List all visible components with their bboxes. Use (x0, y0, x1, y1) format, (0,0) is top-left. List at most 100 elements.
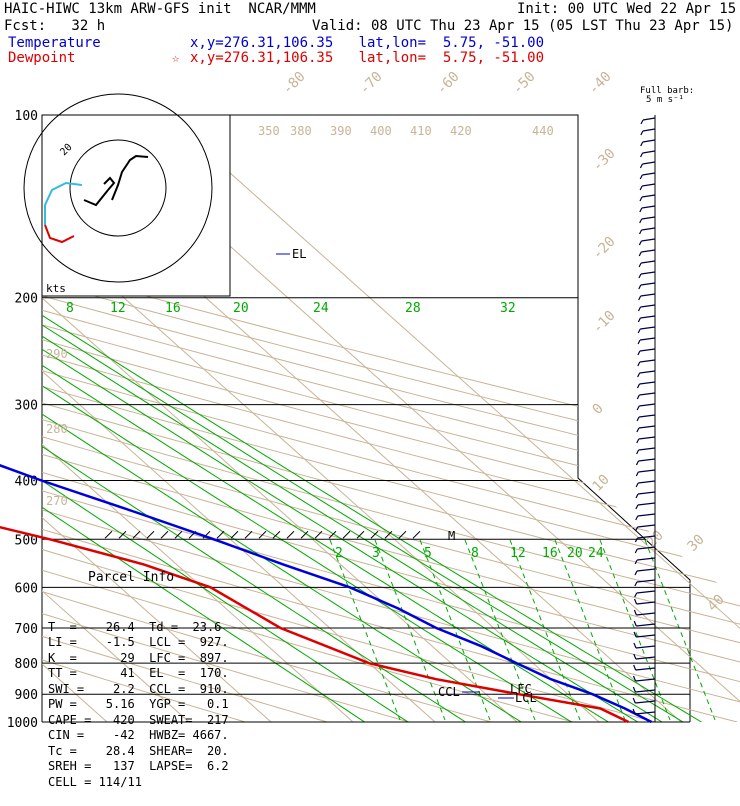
wind-barb (636, 612, 656, 616)
wind-barb (640, 293, 656, 297)
wind-barb-flag (637, 317, 641, 323)
wind-barb-flag (637, 339, 641, 345)
wind-barb (641, 216, 656, 220)
moist-adiabat-line (374, 539, 446, 721)
isotherm-label: 40 (705, 592, 728, 615)
dewpoint-legend-label: Dewpoint (8, 50, 76, 66)
mixing-ratio-label: 2 (335, 546, 343, 561)
wind-barb-flag (634, 570, 638, 576)
wind-barb (642, 183, 656, 187)
parcel-info-row: CELL = 114/11 (48, 774, 142, 789)
hash-mark (258, 530, 267, 539)
wind-barb-flag (635, 460, 639, 466)
parcel-info-row: TT = 41 EL = 170. (48, 666, 229, 680)
wind-barb-flag (638, 273, 642, 279)
wind-barb (639, 381, 656, 385)
hash-mark (314, 530, 323, 539)
dewpoint-profile (0, 525, 630, 724)
pressure-tick-label: 1000 (7, 716, 38, 731)
wind-barb-flag (635, 471, 639, 477)
pressure-tick-label: 700 (15, 622, 38, 637)
pressure-tick-label: 900 (15, 688, 38, 703)
wind-barb-flag (634, 581, 638, 587)
hash-mark (118, 530, 127, 539)
wind-barb (640, 304, 656, 308)
init-time: Init: 00 UTC Wed 22 Apr 15 (517, 1, 737, 17)
dry-adiabat-line (42, 115, 410, 722)
hash-mark (244, 530, 253, 539)
wind-barb-flag (640, 119, 644, 125)
wind-barb (642, 172, 656, 176)
wind-barb-flag (636, 427, 640, 433)
wind-barb (641, 249, 656, 253)
wind-barb-flag (632, 697, 636, 704)
hodograph-trace-cyan (44, 181, 83, 225)
isotherm-line (42, 115, 354, 722)
isotherm-line (42, 115, 518, 722)
wind-barb (636, 590, 656, 594)
mixing-ratio-label: 12 (510, 546, 526, 561)
hash-mark (132, 530, 141, 539)
theta-label: 350 (258, 124, 280, 138)
isotherm-label: 0 (590, 401, 607, 418)
hodograph-trace-black (111, 154, 149, 201)
wind-barb-flag (637, 350, 641, 356)
pressure-tick-label: 100 (15, 109, 38, 124)
wind-barb-flag (633, 664, 637, 671)
star-icon: ☆ (172, 51, 180, 65)
wind-barb-flag (632, 686, 636, 693)
wind-barb (637, 513, 656, 517)
wind-barb-flag (639, 207, 643, 213)
pressure-tick-label: 600 (15, 581, 38, 596)
wind-barb (642, 139, 656, 143)
wind-barb (638, 436, 656, 440)
theta-label: 290 (46, 347, 68, 361)
wind-barb-flag (638, 229, 643, 235)
wind-barb (635, 678, 656, 682)
isotherm-label: -50 (510, 69, 539, 98)
dry-adiabat-line (42, 115, 740, 722)
parcel-info-row: Tc = 28.4 SHEAR= 20. (48, 743, 229, 758)
theta-label: 420 (450, 124, 472, 138)
wind-barb (642, 150, 656, 154)
isotherm-label: -10 (590, 308, 619, 337)
wind-barb (638, 469, 656, 473)
wind-barb (642, 128, 656, 132)
level-label: EL (292, 247, 306, 261)
valid-time: Valid: 08 UTC Thu 23 Apr 15 (05 LST Thu … (312, 18, 734, 34)
level-label: LFC (510, 682, 532, 696)
wind-barb-flag (634, 548, 638, 554)
theta-label: 410 (410, 124, 432, 138)
isotherm-line (42, 115, 272, 722)
theta-label: 270 (46, 494, 68, 508)
mixing-ratio-label: 12 (110, 301, 126, 316)
theta-label: 280 (46, 422, 68, 436)
wind-barb-flag (635, 515, 639, 521)
wind-barb (637, 557, 656, 561)
theta-label: 390 (330, 124, 352, 138)
wind-barb (641, 260, 656, 264)
wind-barb (637, 502, 656, 506)
parcel-info-row: CAPE = 420 SWEAT= 217 (48, 712, 229, 727)
mixing-ratio-label: 28 (405, 301, 421, 316)
hash-mark (370, 530, 379, 539)
wind-barb-flag (638, 262, 642, 268)
wind-barb (638, 447, 656, 451)
mixing-ratio-label: 16 (165, 301, 181, 316)
wind-barb-flag (635, 504, 639, 510)
temperature-profile (0, 464, 653, 724)
isotherm-line (164, 115, 740, 722)
level-label: CCL (438, 685, 460, 699)
theta-label: 440 (532, 124, 554, 138)
wind-barb (636, 568, 656, 572)
wind-barb (639, 348, 656, 352)
hash-mark (328, 530, 337, 539)
wind-barb-flag (639, 218, 643, 224)
wind-barb-flag (638, 284, 642, 290)
dry-adiabat-line (42, 115, 738, 722)
wind-barb (635, 700, 656, 704)
wind-barb (640, 315, 656, 319)
parcel-info-row: K = 29 LFC = 897. (48, 650, 229, 665)
wind-barb-flag (635, 526, 639, 532)
wind-barb-flag (638, 251, 642, 257)
